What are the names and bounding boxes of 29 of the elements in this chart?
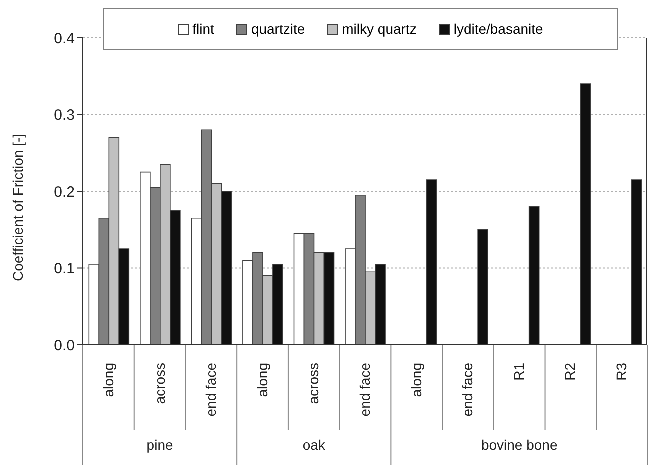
x-tick-label: R1 [510, 362, 527, 381]
y-axis-title: Coefficient of Friction [-] [10, 134, 26, 282]
x-tick-label: end face [357, 362, 373, 417]
x-tick-label: R3 [613, 362, 630, 381]
x-tick-label: R2 [562, 362, 578, 381]
x-tick-label: end face [460, 362, 476, 417]
x-tick-label: end face [203, 362, 220, 417]
y-tick-label: 0.4 [54, 30, 75, 48]
y-tick-label: 0.2 [54, 184, 75, 201]
text: pine [146, 437, 174, 453]
x-tick-label: along [408, 363, 424, 398]
legend-label: flint [192, 21, 214, 37]
bar [631, 180, 642, 345]
x-tick-label: along [100, 363, 117, 398]
bar [528, 206, 540, 345]
x-tick-label: across [152, 363, 168, 404]
x-tick-label: across [306, 363, 322, 404]
legend-label: quartzite [251, 21, 306, 37]
bar [580, 84, 592, 345]
y-tick-label: 0.0 [54, 337, 75, 354]
text: oak [302, 437, 326, 453]
y-tick-label: 0.3 [54, 107, 75, 124]
x-tick-label: along [254, 363, 270, 398]
bar [478, 229, 488, 345]
legend-label: milky quartz [342, 21, 417, 37]
text: bovine bone [481, 437, 558, 453]
y-tick-label: 0.1 [54, 260, 75, 278]
bar [426, 180, 438, 345]
legend-label: lydite/basanite [454, 21, 544, 37]
